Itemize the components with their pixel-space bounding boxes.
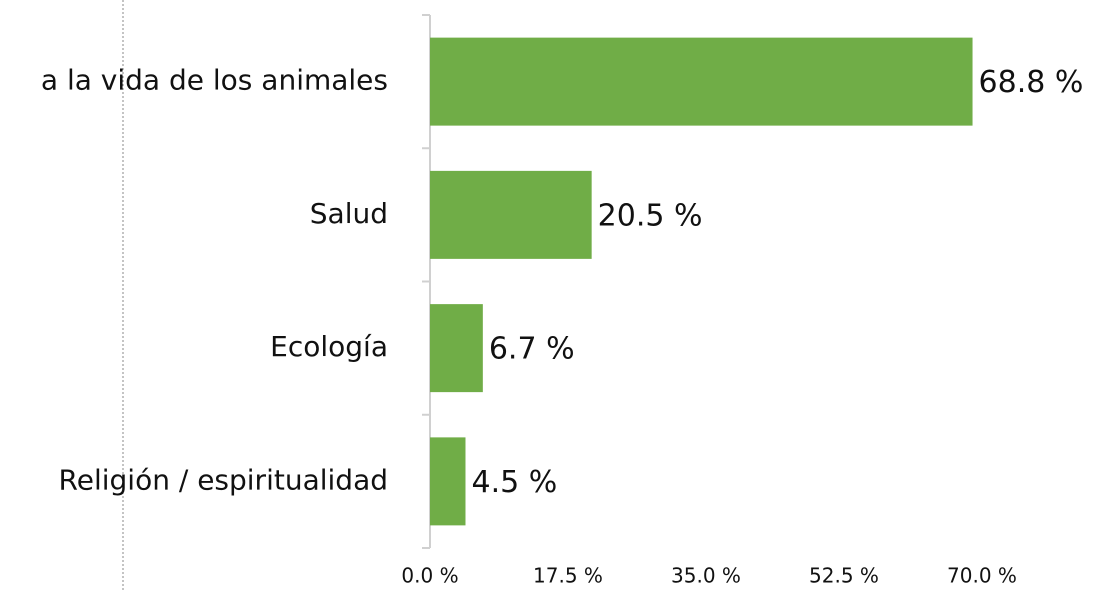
value-label: 4.5 % [471,465,557,500]
x-tick-label: 35.0 % [671,564,741,588]
bar [430,170,592,259]
x-tick-label: 70.0 % [947,564,1017,588]
bar [430,437,466,526]
x-tick-label: 0.0 % [401,564,458,588]
x-tick-label: 17.5 % [533,564,603,588]
x-tick-label: 52.5 % [809,564,879,588]
bar [430,37,973,126]
y-tick-label: Salud [310,197,388,230]
bar [430,304,483,393]
value-label: 68.8 % [979,65,1084,100]
y-tick-label: Religión / espiritualidad [59,463,388,496]
value-label: 6.7 % [489,332,575,367]
y-tick-label: Ecología [270,330,388,363]
y-tick-label: a la vida de los animales [41,64,388,97]
value-label: 20.5 % [598,198,703,233]
